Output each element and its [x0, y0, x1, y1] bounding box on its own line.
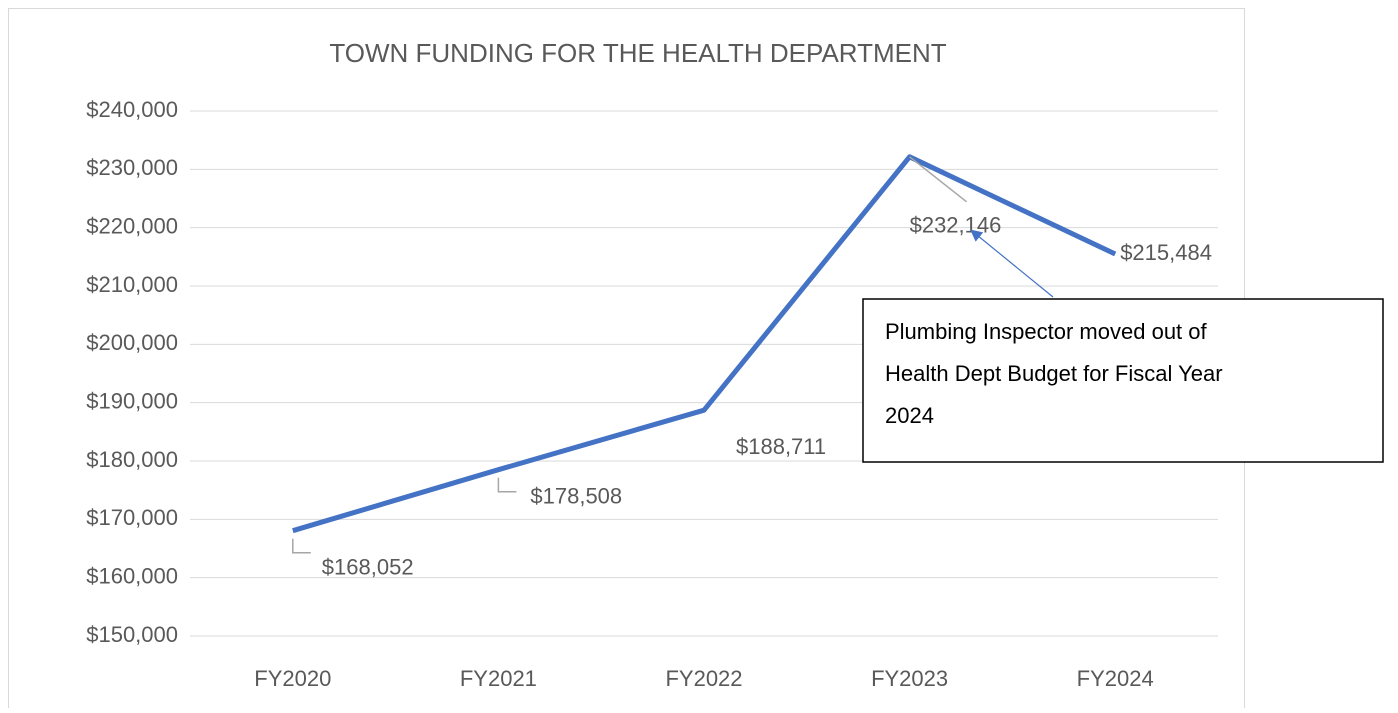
leader-line — [909, 156, 968, 203]
annotation: Plumbing Inspector moved out of Health D… — [885, 319, 1223, 428]
leader-line — [292, 538, 311, 554]
x-tick-label: FY2020 — [254, 666, 331, 691]
leader-line — [497, 477, 517, 493]
y-tick-label: $190,000 — [86, 388, 178, 413]
annotation-arrow — [970, 229, 1054, 298]
data-label: $168,052 — [322, 555, 414, 580]
y-tick-label: $170,000 — [86, 505, 178, 530]
data-label: $232,146 — [910, 213, 1002, 238]
y-tick-label: $160,000 — [86, 563, 178, 588]
y-tick-label: $210,000 — [86, 272, 178, 297]
chart-title: TOWN FUNDING FOR THE HEALTH DEPARTMENT — [329, 38, 946, 68]
x-tick-label: FY2023 — [871, 666, 948, 691]
annotation-text: Plumbing Inspector moved out of Health D… — [885, 319, 1223, 428]
data-label: $215,484 — [1120, 240, 1212, 265]
line — [292, 154, 1117, 534]
annotation-box — [862, 298, 1384, 463]
y-tick-label: $180,000 — [86, 447, 178, 472]
y-tick-label: $230,000 — [86, 155, 178, 180]
data-label: $178,508 — [530, 484, 622, 509]
x-tick-label: FY2024 — [1077, 666, 1154, 691]
y-tick-label: $220,000 — [86, 213, 178, 238]
y-tick-label: $150,000 — [86, 622, 178, 647]
x-tick-label: FY2022 — [665, 666, 742, 691]
x-tick-label: FY2021 — [460, 666, 537, 691]
y-tick-label: $240,000 — [86, 97, 178, 122]
y-tick-label: $200,000 — [86, 330, 178, 355]
data-label: $188,711 — [736, 434, 826, 459]
